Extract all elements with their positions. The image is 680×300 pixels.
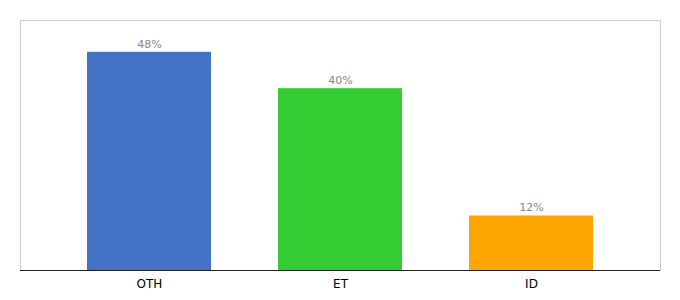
svg-text:48%: 48% bbox=[137, 38, 161, 51]
svg-text:40%: 40% bbox=[328, 74, 352, 87]
svg-text:OTH: OTH bbox=[137, 277, 163, 291]
svg-text:12%: 12% bbox=[519, 201, 543, 214]
svg-text:ID: ID bbox=[525, 277, 538, 291]
svg-text:ET: ET bbox=[333, 277, 349, 291]
